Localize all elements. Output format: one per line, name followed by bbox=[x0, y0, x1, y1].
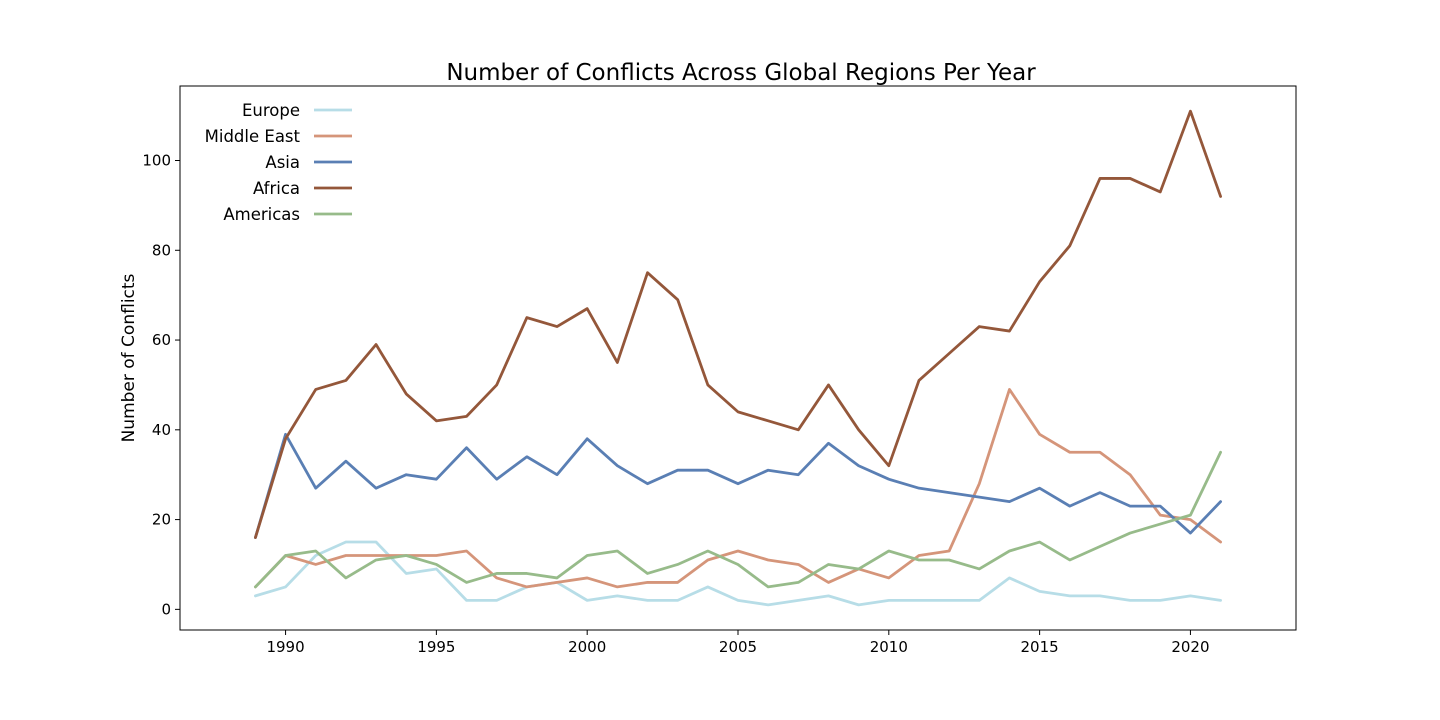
y-tick-label: 60 bbox=[152, 331, 171, 349]
x-tick-label: 2000 bbox=[568, 638, 606, 656]
x-tick-label: 2005 bbox=[719, 638, 757, 656]
legend-label: Middle East bbox=[205, 127, 301, 146]
series-line-americas bbox=[254, 450, 1222, 589]
y-tick-label: 100 bbox=[142, 152, 171, 170]
legend-label: Africa bbox=[253, 179, 300, 198]
legend-label: Americas bbox=[223, 205, 300, 224]
legend-label: Europe bbox=[242, 101, 300, 120]
legend: Europe Middle East Asia Africa Americas bbox=[205, 101, 352, 224]
chart-title: Number of Conflicts Across Global Region… bbox=[446, 60, 1036, 86]
y-tick-label: 40 bbox=[152, 421, 171, 439]
plot-area: 1990 1995 2000 2005 2010 2015 2020 0 20 40 60 80 100 bbox=[142, 85, 1297, 656]
x-tick-label: 2010 bbox=[870, 638, 908, 656]
x-tick-label: 1990 bbox=[266, 638, 304, 656]
legend-label: Asia bbox=[265, 153, 300, 172]
y-axis-label: Number of Conflicts bbox=[119, 273, 139, 442]
x-tick-label: 2015 bbox=[1021, 638, 1059, 656]
series-line-middle-east bbox=[254, 388, 1222, 589]
series-line-asia bbox=[254, 432, 1222, 539]
x-tick-label: 1995 bbox=[417, 638, 455, 656]
series-line-europe bbox=[254, 540, 1222, 607]
x-tick-label: 2020 bbox=[1171, 638, 1209, 656]
y-tick-label: 0 bbox=[161, 600, 171, 618]
y-tick-label: 80 bbox=[152, 241, 171, 259]
y-tick-label: 20 bbox=[152, 511, 171, 529]
series-line-africa bbox=[254, 109, 1222, 539]
